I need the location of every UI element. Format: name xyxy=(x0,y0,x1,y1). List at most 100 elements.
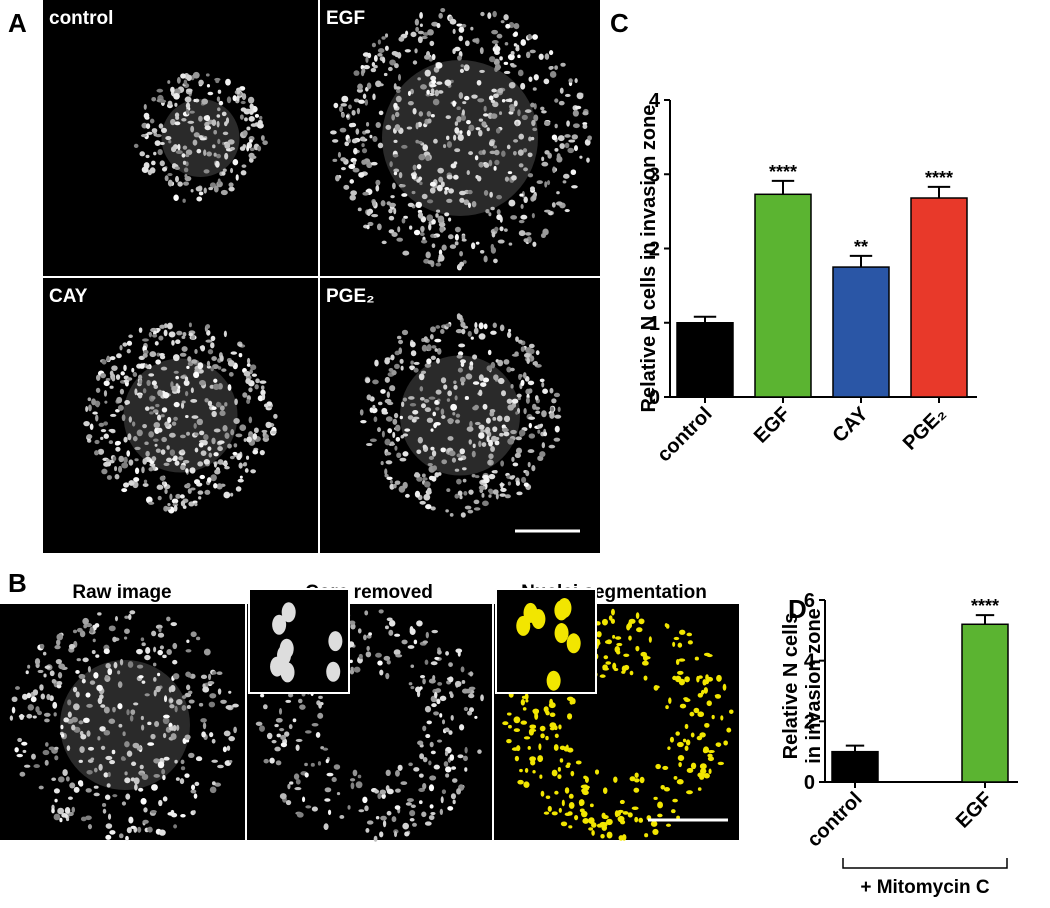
cell xyxy=(568,139,576,143)
cell xyxy=(364,99,369,106)
cell xyxy=(516,491,523,496)
cell xyxy=(508,242,513,246)
significance: ** xyxy=(854,237,868,257)
cell xyxy=(424,705,432,713)
cell xyxy=(235,486,242,492)
cell xyxy=(114,473,120,480)
cell xyxy=(629,670,634,676)
cell xyxy=(413,367,419,373)
cell xyxy=(445,773,450,778)
cell xyxy=(706,700,712,707)
cell xyxy=(211,119,217,127)
cell xyxy=(261,429,268,433)
cell xyxy=(385,769,391,777)
cell xyxy=(652,828,659,836)
cell xyxy=(109,830,116,835)
cell xyxy=(190,387,194,394)
cell xyxy=(548,50,554,56)
cell xyxy=(138,327,143,333)
cell xyxy=(132,742,140,749)
cell xyxy=(493,165,497,171)
cell xyxy=(227,443,232,449)
cell xyxy=(381,411,389,415)
cell xyxy=(201,731,206,738)
cell xyxy=(259,725,265,732)
cell xyxy=(389,480,393,484)
cell xyxy=(574,78,578,84)
cell xyxy=(690,762,697,770)
cell xyxy=(582,790,589,796)
cell xyxy=(228,372,234,377)
cell xyxy=(549,712,556,718)
cell xyxy=(400,434,405,439)
cell xyxy=(155,359,161,365)
cell xyxy=(198,135,204,139)
cell xyxy=(522,372,527,379)
cell xyxy=(596,631,602,638)
cell xyxy=(166,445,170,450)
cell xyxy=(389,385,396,392)
cell xyxy=(435,389,442,395)
cell xyxy=(82,617,89,625)
cell xyxy=(427,260,435,265)
cell xyxy=(542,228,549,236)
cell xyxy=(395,424,401,432)
cell xyxy=(424,54,431,60)
cell xyxy=(148,501,155,505)
cell xyxy=(159,645,165,650)
cell xyxy=(453,380,457,385)
cell xyxy=(551,769,558,777)
cell xyxy=(456,116,462,123)
cell xyxy=(533,114,539,122)
cell xyxy=(216,671,223,675)
cell xyxy=(569,700,574,705)
cell xyxy=(703,652,711,657)
cell xyxy=(248,387,253,393)
cell xyxy=(428,223,432,231)
cell xyxy=(411,190,416,195)
cell xyxy=(554,414,562,419)
cell xyxy=(511,398,519,404)
cell xyxy=(129,715,134,722)
cell xyxy=(591,830,595,836)
cell xyxy=(501,428,509,432)
cell xyxy=(266,732,273,740)
cell xyxy=(396,237,404,242)
cell xyxy=(384,468,388,476)
cell xyxy=(423,398,430,403)
cell xyxy=(648,636,652,643)
cell xyxy=(365,377,371,383)
cell xyxy=(564,93,571,97)
cell xyxy=(230,351,238,355)
cell xyxy=(728,709,734,714)
cell xyxy=(185,102,191,109)
cell xyxy=(481,492,485,498)
cell xyxy=(461,238,467,242)
cell xyxy=(541,442,546,449)
cell xyxy=(449,244,457,249)
cell xyxy=(547,805,552,812)
bar xyxy=(910,197,968,398)
cell xyxy=(198,702,204,707)
cell xyxy=(532,193,537,201)
cell xyxy=(59,817,63,823)
cell xyxy=(250,155,257,159)
cell xyxy=(621,834,627,841)
cell xyxy=(369,438,377,442)
cell xyxy=(525,51,531,59)
cell xyxy=(462,478,467,483)
cell xyxy=(490,113,498,119)
cell xyxy=(588,827,594,831)
cell xyxy=(94,439,100,445)
cell xyxy=(472,38,479,43)
cell xyxy=(431,219,436,225)
cell xyxy=(434,338,442,343)
cell xyxy=(423,336,428,343)
cell xyxy=(678,761,682,768)
cell xyxy=(431,243,436,249)
cell xyxy=(464,505,472,510)
cell xyxy=(582,122,588,126)
cell xyxy=(437,215,445,223)
cell xyxy=(103,433,109,439)
cell xyxy=(259,450,265,456)
